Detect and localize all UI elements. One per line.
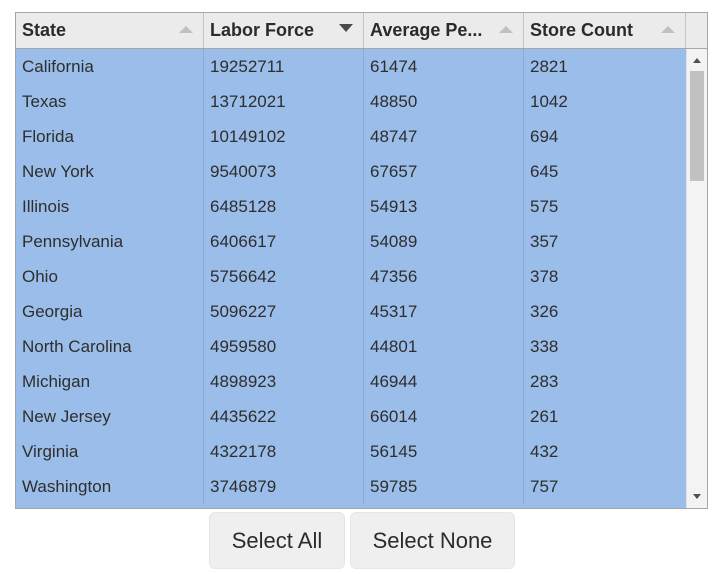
table-cell: 694 (530, 127, 559, 146)
table-cell: 6485128 (204, 189, 364, 224)
table-cell: 4435622 (204, 399, 364, 434)
table-cell: Texas (16, 84, 204, 119)
table-row[interactable]: North Carolina 4959580 44801 338 (16, 329, 686, 364)
table-cell: 326 (530, 302, 559, 321)
data-grid: State Labor Force Average Pe... Store Co… (15, 12, 708, 509)
scrollbar-thumb[interactable] (690, 71, 704, 181)
table-cell: 46944 (364, 364, 524, 399)
sort-ascending-icon[interactable] (179, 26, 193, 33)
table-cell: 357 (530, 232, 559, 251)
table-cell: Florida (16, 119, 204, 154)
table-cell: 3746879 (204, 469, 364, 504)
table-cell: 66014 (364, 399, 524, 434)
table-row[interactable]: California 19252711 61474 2821 (16, 49, 686, 84)
column-header-label: State (22, 20, 67, 40)
column-header-labor-force[interactable]: Labor Force (204, 13, 364, 48)
sort-ascending-icon[interactable] (661, 26, 675, 33)
scroll-up-arrow-icon[interactable] (693, 58, 701, 63)
sort-ascending-icon[interactable] (499, 26, 513, 33)
table-cell: Michigan (16, 364, 204, 399)
table-cell: 575 (530, 197, 559, 216)
table-cell: 378 (530, 267, 559, 286)
table-cell: 19252711 (204, 49, 364, 84)
table-cell: New Jersey (16, 399, 204, 434)
header-corner (686, 13, 707, 48)
table-cell: Ohio (16, 259, 204, 294)
table-cell: 2821 (530, 57, 568, 76)
table-row[interactable]: Ohio 5756642 47356 378 (16, 259, 686, 294)
column-header-state[interactable]: State (16, 13, 204, 48)
grid-body: California 19252711 61474 2821 Texas 13712021… (16, 49, 686, 508)
table-cell: 261 (530, 407, 559, 426)
table-cell: 47356 (364, 259, 524, 294)
table-cell: 645 (530, 162, 559, 181)
column-header-label: Average Pe... (370, 20, 483, 40)
table-cell: 4898923 (204, 364, 364, 399)
table-cell: Pennsylvania (16, 224, 204, 259)
table-row[interactable]: Georgia 5096227 45317 326 (16, 294, 686, 329)
scroll-down-arrow-icon[interactable] (693, 494, 701, 499)
grid-header: State Labor Force Average Pe... Store Co… (16, 13, 707, 49)
table-cell: 48850 (364, 84, 524, 119)
table-cell: 54913 (364, 189, 524, 224)
column-header-label: Labor Force (210, 20, 315, 40)
table-row[interactable]: New Jersey 4435622 66014 261 (16, 399, 686, 434)
table-cell: 5756642 (204, 259, 364, 294)
table-cell: 4959580 (204, 329, 364, 364)
table-cell: 338 (530, 337, 559, 356)
table-cell: 5096227 (204, 294, 364, 329)
table-cell: New York (16, 154, 204, 189)
table-cell: California (16, 49, 204, 84)
table-cell: 4322178 (204, 434, 364, 469)
table-cell: 61474 (364, 49, 524, 84)
table-cell: Georgia (16, 294, 204, 329)
select-none-button[interactable]: Select None (350, 512, 515, 569)
table-cell: 56145 (364, 434, 524, 469)
table-cell: 59785 (364, 469, 524, 504)
table-cell: 9540073 (204, 154, 364, 189)
column-header-label: Store Count (530, 20, 633, 40)
table-cell: 757 (530, 477, 559, 496)
table-cell: 44801 (364, 329, 524, 364)
table-cell: 1042 (530, 92, 568, 111)
table-cell: Washington (16, 469, 204, 504)
table-cell: 283 (530, 372, 559, 391)
column-header-store-count[interactable]: Store Count (524, 13, 686, 48)
table-row[interactable]: Washington 3746879 59785 757 (16, 469, 686, 504)
column-header-average-pe[interactable]: Average Pe... (364, 13, 524, 48)
table-cell: 67657 (364, 154, 524, 189)
table-row[interactable]: New York 9540073 67657 645 (16, 154, 686, 189)
table-cell: Virginia (16, 434, 204, 469)
table-cell: 48747 (364, 119, 524, 154)
table-row[interactable]: Texas 13712021 48850 1042 (16, 84, 686, 119)
table-cell: 54089 (364, 224, 524, 259)
vertical-scrollbar[interactable] (686, 49, 707, 508)
table-cell: Illinois (16, 189, 204, 224)
sort-descending-icon[interactable] (339, 24, 353, 32)
table-cell: 6406617 (204, 224, 364, 259)
table-cell: 432 (530, 442, 559, 461)
table-cell: 45317 (364, 294, 524, 329)
table-row[interactable]: Pennsylvania 6406617 54089 357 (16, 224, 686, 259)
table-row[interactable]: Virginia 4322178 56145 432 (16, 434, 686, 469)
table-cell: 10149102 (204, 119, 364, 154)
table-cell: 13712021 (204, 84, 364, 119)
select-all-button[interactable]: Select All (209, 512, 345, 569)
table-cell: North Carolina (16, 329, 204, 364)
table-row[interactable]: Michigan 4898923 46944 283 (16, 364, 686, 399)
table-row[interactable]: Florida 10149102 48747 694 (16, 119, 686, 154)
table-row[interactable]: Illinois 6485128 54913 575 (16, 189, 686, 224)
